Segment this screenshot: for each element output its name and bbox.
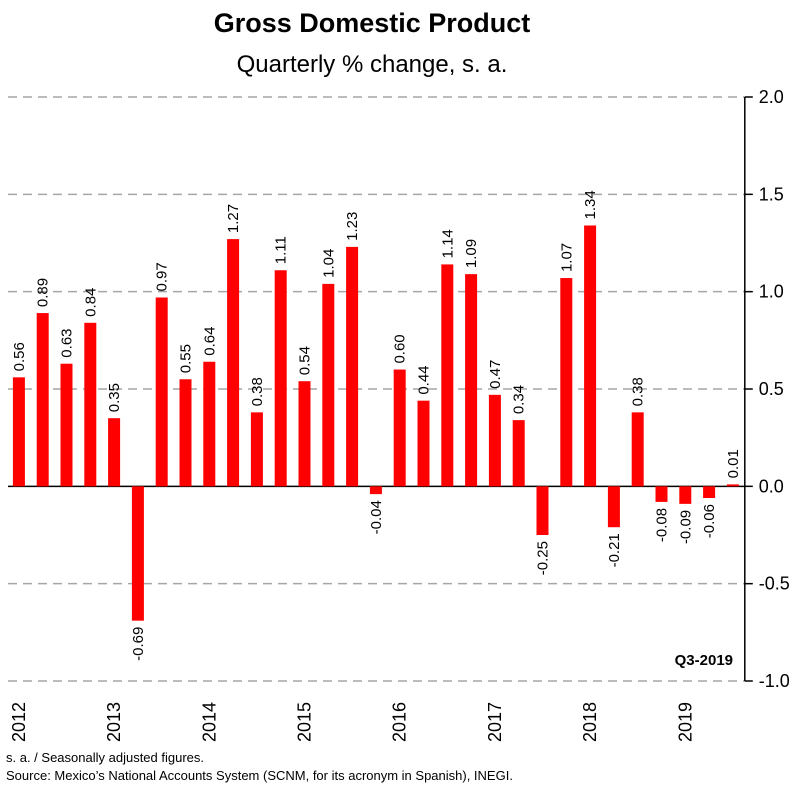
bar <box>441 264 454 487</box>
y-tick-label: 1.5 <box>759 184 784 204</box>
y-tick-label: 1.0 <box>759 282 784 302</box>
data-label: 1.11 <box>273 236 290 264</box>
bar <box>322 283 335 487</box>
y-tick-label: -0.5 <box>759 574 790 594</box>
bar <box>512 420 525 487</box>
data-label: 0.60 <box>392 334 409 363</box>
chart-title: Gross Domestic Product <box>214 8 531 38</box>
data-label: 0.38 <box>249 377 266 406</box>
bar <box>60 363 73 487</box>
data-label: 0.63 <box>59 328 76 357</box>
y-tick-label: -1.0 <box>759 671 790 691</box>
bar <box>346 246 359 487</box>
y-tick-label: 0.0 <box>759 476 784 496</box>
data-label: -0.08 <box>654 508 671 542</box>
chart-subtitle: Quarterly % change, s. a. <box>237 51 508 78</box>
bar <box>274 270 287 487</box>
data-label: 1.34 <box>582 190 599 219</box>
x-tick-label: 2016 <box>390 702 410 742</box>
x-tick-label: 2018 <box>580 702 600 742</box>
bar <box>131 486 144 621</box>
footnote: s. a. / Seasonally adjusted figures. <box>6 750 204 765</box>
y-tick-label: 2.0 <box>759 87 784 107</box>
bar <box>488 394 501 487</box>
data-label: 1.23 <box>344 212 361 241</box>
data-label: -0.25 <box>535 541 552 575</box>
data-label: -0.04 <box>368 500 385 534</box>
data-label: 0.34 <box>511 385 528 414</box>
x-tick-label: 2012 <box>9 702 29 742</box>
data-label: 0.47 <box>487 360 504 389</box>
annotation: Q3-2019 <box>675 652 733 669</box>
x-tick-label: 2013 <box>104 702 124 742</box>
data-label: 0.44 <box>416 365 433 394</box>
x-tick-label: 2015 <box>295 702 315 742</box>
bar <box>703 486 716 499</box>
data-label: 0.01 <box>725 449 742 478</box>
x-tick-label: 2019 <box>675 702 695 742</box>
bar <box>12 377 25 487</box>
bar <box>179 379 192 487</box>
bar <box>607 486 620 528</box>
bar <box>36 313 49 487</box>
bar <box>250 412 263 487</box>
data-label: 1.09 <box>463 239 480 268</box>
data-label: 1.14 <box>439 229 456 258</box>
data-label: 0.55 <box>178 344 195 373</box>
data-label: 0.56 <box>11 342 28 371</box>
data-label: 0.97 <box>154 262 171 291</box>
x-tick-label: 2017 <box>485 702 505 742</box>
x-tick-label: 2014 <box>199 702 219 742</box>
data-label: 0.54 <box>297 346 314 375</box>
y-tick-label: 0.5 <box>759 379 784 399</box>
bar <box>655 486 668 502</box>
bar <box>84 322 97 487</box>
data-label: 1.07 <box>558 243 575 272</box>
data-label: 1.27 <box>225 204 242 233</box>
data-label: -0.21 <box>606 533 623 567</box>
data-label: -0.06 <box>701 504 718 538</box>
bar <box>369 486 382 495</box>
bar <box>393 369 406 487</box>
bar <box>227 239 240 487</box>
data-label: 0.35 <box>106 383 123 412</box>
bar <box>298 381 311 487</box>
bar <box>536 486 549 535</box>
data-label: 0.89 <box>35 278 52 307</box>
bar <box>631 412 644 487</box>
data-label: 0.64 <box>201 327 218 356</box>
bar <box>203 361 216 487</box>
data-label: -0.69 <box>130 627 147 661</box>
data-label: 0.84 <box>82 288 99 317</box>
bar <box>679 486 692 504</box>
bar <box>417 400 430 487</box>
bar <box>584 225 597 487</box>
data-label: 0.38 <box>630 377 647 406</box>
data-label: 1.04 <box>320 249 337 278</box>
bar <box>560 278 573 487</box>
footnote: Source: Mexico’s National Accounts Syste… <box>6 768 513 783</box>
bar <box>726 484 739 487</box>
bar <box>155 297 168 487</box>
bar <box>465 274 478 487</box>
data-label: -0.09 <box>677 510 694 544</box>
bar <box>108 418 121 487</box>
